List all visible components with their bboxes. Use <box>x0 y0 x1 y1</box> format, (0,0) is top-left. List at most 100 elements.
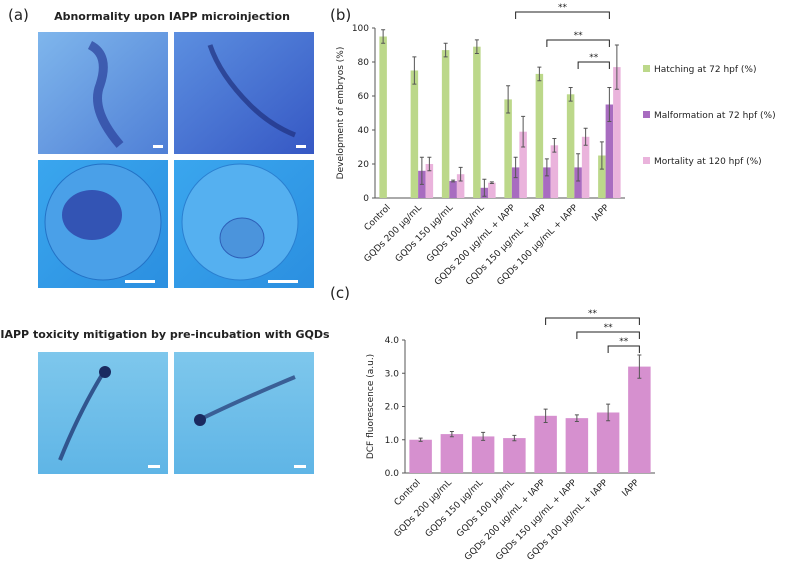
x-tick-label: Control <box>363 203 393 233</box>
y-tick-label: 2.0 <box>385 403 400 413</box>
bar <box>628 366 651 473</box>
legend-label: Hatching at 72 hpf (%) <box>654 65 756 75</box>
x-tick-label: Control <box>393 478 423 508</box>
legend-swatch <box>643 111 650 118</box>
error-bar <box>512 434 517 442</box>
error-bar <box>458 166 463 182</box>
significance-bracket <box>546 39 610 47</box>
y-tick-label: 0.0 <box>385 469 400 479</box>
error-bar <box>418 437 423 442</box>
bar <box>565 418 589 473</box>
significance-bracket <box>576 331 640 339</box>
error-bar <box>607 87 612 122</box>
significance-label: ** <box>589 53 599 63</box>
bar <box>410 70 419 198</box>
legend-swatch <box>643 157 650 164</box>
bar <box>440 434 464 473</box>
error-bar <box>606 403 611 422</box>
error-bar <box>574 414 579 422</box>
error-bar <box>481 431 486 441</box>
bar <box>613 67 621 198</box>
bar <box>543 167 551 198</box>
significance-bracket <box>515 11 610 19</box>
bar <box>519 131 527 198</box>
bar <box>550 145 559 198</box>
bar <box>473 46 481 199</box>
y-tick-label: 1.0 <box>385 436 400 446</box>
x-tick-label: GQDs 150 μg/mL <box>394 203 455 264</box>
error-bar <box>474 39 479 54</box>
y-tick-label: 20 <box>358 160 370 170</box>
panel-title: IAPP toxicity mitigation by pre-incubati… <box>0 328 330 341</box>
legend-label: Mortality at 120 hpf (%) <box>654 157 762 167</box>
x-tick-label: IAPP <box>621 478 642 499</box>
bar <box>566 94 575 198</box>
panel-label: (a) <box>8 6 29 24</box>
x-tick-label: GQDs 100 μg/mL <box>425 203 486 264</box>
error-bar <box>513 156 518 179</box>
bar <box>449 181 457 198</box>
legend-label: Malformation at 72 hpf (%) <box>654 111 776 121</box>
y-tick-label: 4.0 <box>385 336 400 346</box>
significance-bracket <box>545 317 640 325</box>
legend-swatch <box>643 65 650 72</box>
error-bar <box>576 153 581 182</box>
y-axis-label: DCF fluorescence (a.u.) <box>366 354 376 459</box>
significance-bracket <box>607 345 640 353</box>
error-bar <box>614 44 619 90</box>
bar <box>596 412 620 473</box>
error-bar <box>544 158 549 177</box>
significance-label: ** <box>588 309 598 319</box>
error-bar <box>449 430 454 438</box>
error-bar <box>381 29 386 44</box>
bar <box>379 36 387 198</box>
bar <box>441 50 450 198</box>
bar <box>456 174 465 198</box>
x-tick-label: GQDs 200 μg/mL <box>363 203 424 264</box>
error-bar <box>599 141 604 170</box>
bar <box>581 136 590 198</box>
error-bar <box>482 178 487 197</box>
x-tick-label: GQDs 150 μg/mL <box>424 478 485 539</box>
error-bar <box>412 56 417 85</box>
error-bar <box>443 42 448 58</box>
error-bar <box>543 408 548 423</box>
error-bar <box>506 85 511 114</box>
y-tick-label: 80 <box>358 58 370 68</box>
panel-label: (b) <box>330 6 351 24</box>
y-axis-label: Development of embryos (%) <box>336 47 346 180</box>
error-bar <box>568 87 573 102</box>
panel-title: Abnormality upon IAPP microinjection <box>54 10 290 23</box>
significance-label: ** <box>619 337 629 347</box>
bar <box>488 182 496 198</box>
bar <box>511 167 520 198</box>
significance-label: ** <box>604 323 614 333</box>
error-bar <box>537 66 542 82</box>
bar <box>471 436 495 473</box>
bar <box>605 104 614 198</box>
error-bar <box>419 156 424 185</box>
error-bar <box>552 138 557 153</box>
bar <box>574 167 582 198</box>
y-tick-label: 0 <box>363 194 369 204</box>
bar <box>409 439 432 473</box>
significance-label: ** <box>558 3 568 13</box>
significance-bracket <box>577 61 610 69</box>
x-tick-label: IAPP <box>591 203 612 224</box>
y-tick-label: 3.0 <box>385 369 400 379</box>
y-tick-label: 40 <box>358 126 370 136</box>
error-bar <box>427 156 432 172</box>
x-tick-label: GQDs 100 μg/mL <box>455 478 516 539</box>
bar <box>503 438 526 473</box>
bar <box>535 73 544 198</box>
significance-label: ** <box>574 31 584 41</box>
error-bar <box>521 115 526 148</box>
y-tick-label: 60 <box>358 92 370 102</box>
x-tick-label: GQDs 200 μg/mL <box>393 478 454 539</box>
panel-label: (c) <box>330 284 350 302</box>
error-bar <box>451 179 456 183</box>
error-bar <box>637 354 642 379</box>
error-bar <box>489 181 494 185</box>
bar <box>534 415 557 473</box>
